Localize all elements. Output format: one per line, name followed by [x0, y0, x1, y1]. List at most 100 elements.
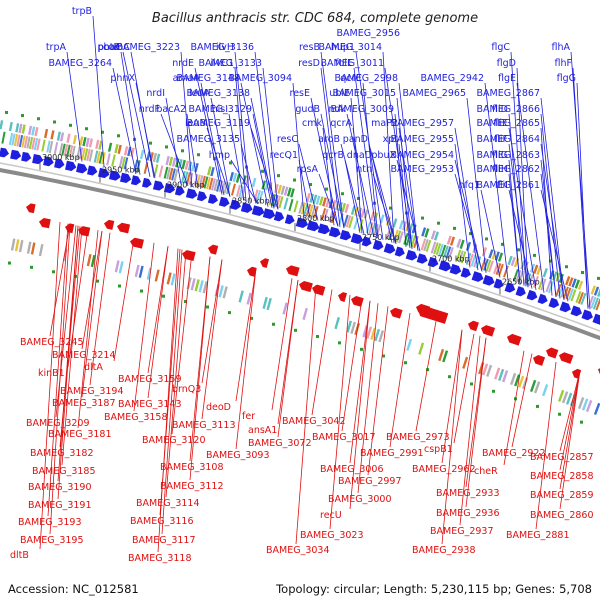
gene-label: potB	[98, 42, 120, 53]
gene-label: BAMEG_3120	[142, 435, 206, 446]
gene-leader-line	[298, 159, 311, 219]
feature-bar	[585, 399, 593, 413]
gene-label: fer	[242, 411, 255, 422]
gene-label: BAMEG_2933	[436, 488, 500, 499]
feature-bar	[93, 150, 99, 163]
feature-dot	[549, 259, 552, 263]
feature-bar	[567, 288, 574, 301]
gene-leader-line	[441, 329, 463, 545]
feature-dot	[470, 382, 473, 386]
feature-bar	[221, 180, 226, 194]
gene-label: BAMEG_3187	[52, 398, 116, 409]
feature-bar	[288, 198, 294, 212]
feature-dot	[8, 261, 11, 265]
gene-label: BAMEG_3191	[28, 500, 92, 511]
gene-label: BAMEG_2973	[386, 432, 450, 443]
forward-cds-arrow	[416, 253, 428, 264]
forward-cds-arrow	[43, 156, 54, 167]
feature-bar	[86, 148, 91, 162]
feature-bar	[107, 142, 113, 152]
feature-dot	[536, 404, 539, 408]
forward-cds-arrow	[361, 236, 372, 247]
feature-bar	[229, 171, 234, 182]
gene-label: pbuX	[371, 150, 396, 161]
feature-bar	[513, 268, 519, 281]
forward-cds-arrow	[559, 301, 571, 313]
gene-label: BAMEG_3009	[330, 104, 394, 115]
feature-bar	[398, 231, 404, 244]
feature-bar	[68, 145, 74, 158]
reverse-cds-track	[26, 203, 600, 379]
feature-bar	[488, 249, 494, 259]
feature-bar	[202, 281, 208, 294]
gene-label: BAMEG_2938	[412, 545, 476, 556]
feature-bar	[502, 370, 509, 383]
bottom-gene-labels: BAMEG_3245BAMEG_3214kinB1dltABAMEG_3194B…	[10, 337, 594, 564]
gene-leader-line	[201, 259, 223, 384]
feature-bar	[331, 200, 337, 210]
forward-cds-arrow	[98, 167, 110, 179]
gene-leader-line	[454, 143, 471, 268]
gene-label: aroB	[318, 134, 340, 145]
feature-bar	[139, 149, 145, 160]
bottom-gene-leaders	[39, 221, 581, 553]
feature-bar	[186, 172, 191, 185]
gene-leader-line	[271, 278, 293, 411]
feature-bar	[570, 289, 577, 302]
feature-dot	[117, 134, 120, 138]
feature-bar	[423, 239, 429, 252]
forward-cds-arrow	[394, 246, 405, 257]
gene-leader-line	[357, 303, 379, 494]
forward-cds-arrow	[592, 313, 600, 325]
forward-cds-track	[0, 131, 600, 325]
feature-bar	[235, 173, 241, 183]
feature-bar	[158, 165, 164, 178]
feature-bar	[66, 144, 71, 157]
forward-cds-arrow	[54, 158, 65, 169]
feature-bar	[515, 269, 522, 282]
feature-bar	[420, 238, 427, 251]
feature-bar	[28, 136, 34, 150]
feature-dot	[341, 192, 344, 196]
gene-leader-line	[39, 221, 61, 550]
reverse-cds-arrow	[299, 280, 313, 293]
reverse-cds-arrow	[130, 237, 144, 249]
gene-label: BAMEG_2957	[390, 118, 454, 129]
gene-leader-line	[503, 350, 525, 466]
forward-cds-arrow	[405, 249, 418, 261]
feature-bar	[410, 235, 417, 248]
feature-bar	[21, 135, 26, 148]
feature-bar	[534, 381, 541, 394]
feature-bar	[590, 296, 597, 309]
feature-bar	[264, 181, 270, 191]
gene-label: BAMEG_3112	[160, 481, 224, 492]
map-title: Bacillus anthracis str. CDC 684, complet…	[152, 11, 478, 26]
forward-cds-arrow	[185, 188, 198, 199]
feature-dot	[228, 311, 231, 315]
feature-dot	[580, 420, 583, 424]
gene-label: panD	[343, 134, 368, 145]
forward-cds-arrow	[383, 243, 396, 254]
feature-bar	[368, 222, 374, 235]
gene-label: BAMEG_3264	[48, 58, 112, 69]
gene-label: nth	[356, 164, 372, 175]
tick-label: 2700 kbp	[432, 254, 470, 263]
gene-label: fliG	[492, 150, 508, 161]
reverse-cds-arrow	[390, 307, 403, 319]
feature-dot	[272, 322, 275, 326]
feature-bar	[322, 197, 327, 207]
feature-dot	[206, 305, 209, 309]
gene-label: BAMEG_3159	[118, 374, 182, 385]
gene-label: BAMEG_2857	[530, 452, 594, 463]
gene-leader-line	[320, 113, 345, 229]
feature-bar	[370, 327, 377, 340]
forward-cds-arrow	[240, 202, 253, 213]
feature-bar	[183, 171, 189, 184]
gene-leader-line	[234, 67, 247, 201]
forward-cds-arrow	[339, 229, 352, 241]
gene-leader-line	[120, 51, 141, 175]
feature-bar	[328, 199, 334, 209]
gene-label: BAMEG_3117	[132, 535, 196, 546]
gene-leader-line	[81, 230, 103, 398]
feature-dot	[389, 206, 392, 210]
